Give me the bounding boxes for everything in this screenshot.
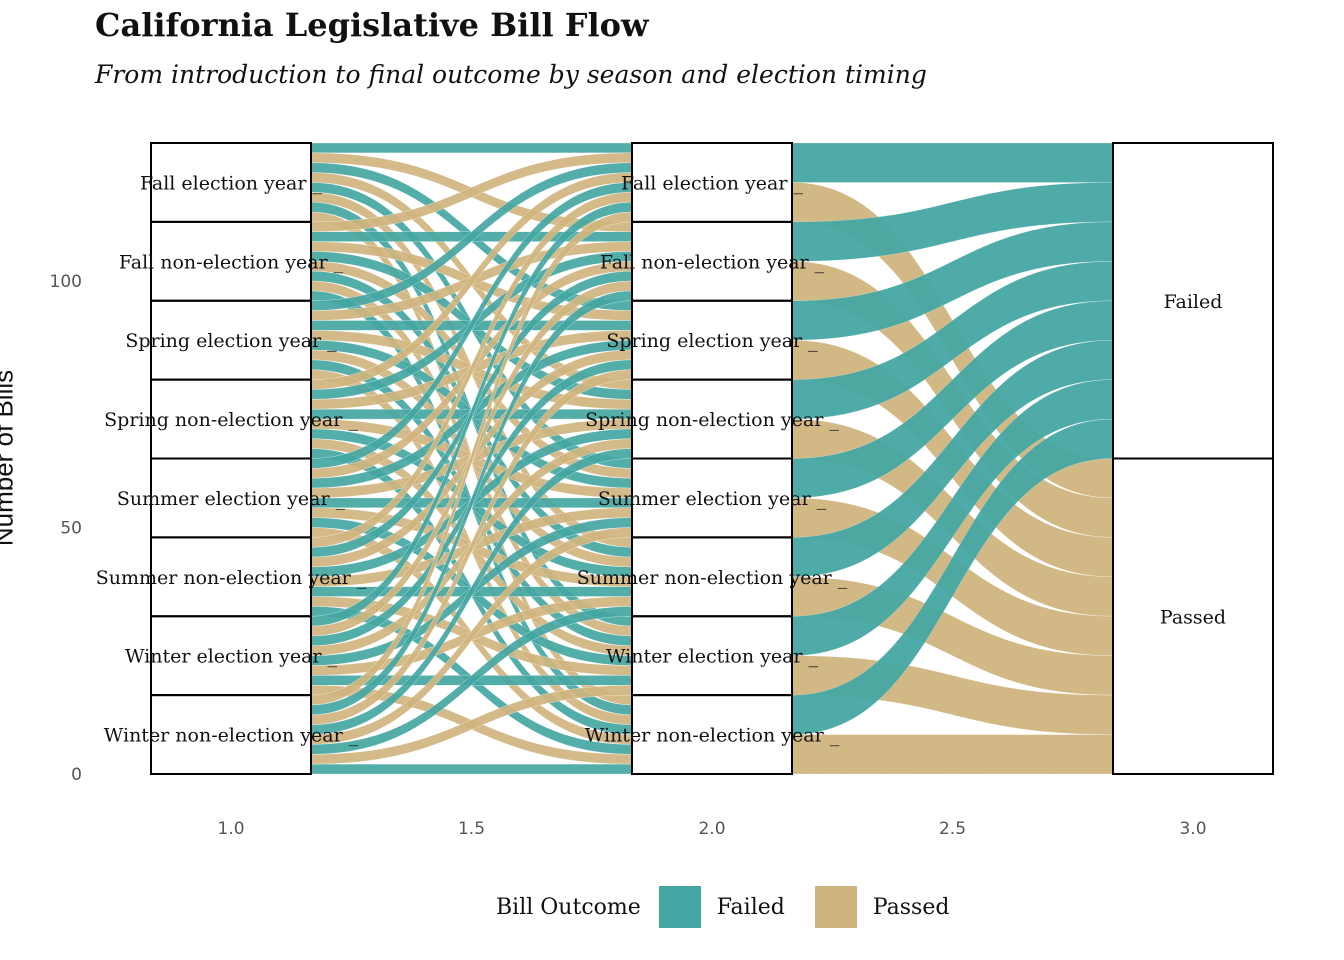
stratum-label-axis2: Fall non-election year _ [600,251,825,273]
y-tick-label: 50 [60,519,82,539]
x-tick-label: 1.0 [217,819,244,839]
stratum-label-axis1: Summer non-election year _ [96,567,367,589]
stratum-label-axis2: Spring non-election year _ [585,409,839,431]
stratum-label-axis1: Winter non-election year _ [104,725,359,747]
y-tick-label: 100 [50,272,82,292]
flows-stage-1 [310,142,633,775]
stratum-box-axis2 [631,694,793,775]
stratum-label-axis2: Winter non-election year _ [585,725,840,747]
y-tick-label: 0 [71,765,82,785]
stratum-label-axis1: Fall election year _ [140,172,322,194]
legend-title: Bill Outcome [496,894,641,920]
x-tick-label: 2.0 [698,819,725,839]
stratum-label-axis1: Summer election year _ [117,488,346,510]
axes: 0 50 100 1.0 1.5 2.0 2.5 3.0 [50,272,1207,839]
stratum-label-axis2: Winter election year _ [606,646,819,668]
legend-swatch-passed [814,886,857,928]
legend: Bill Outcome Failed Passed [496,886,963,928]
stratum-box-axis3 [1112,457,1274,775]
stratum-label-axis1: Spring election year _ [125,330,337,352]
x-tick-label: 1.5 [458,819,485,839]
legend-label-failed: Failed [716,894,785,920]
chart-subtitle: From introduction to final outcome by se… [95,60,927,89]
flow-ribbon-passed [791,734,1114,775]
legend-label-passed: Passed [872,894,950,920]
chart-title: California Legislative Bill Flow [95,6,649,44]
strata: Fall election year _ Fall non-election ye… [96,142,1274,775]
x-tick-label: 3.0 [1179,819,1206,839]
x-tick-label: 2.5 [939,819,966,839]
flow-ribbon [310,142,633,154]
stratum-label-axis2: Summer non-election year _ [577,567,848,589]
stratum-label-axis2: Fall election year _ [621,172,803,194]
stratum-label-axis3: Passed [1160,606,1226,628]
flow-ribbon-failed [791,142,1114,183]
stratum-label-axis2: Spring election year _ [606,330,818,352]
stratum-label-axis3: Failed [1164,291,1223,313]
stratum-box-axis1 [150,694,312,775]
stratum-label-axis2: Summer election year _ [598,488,827,510]
stratum-label-axis1: Spring non-election year _ [104,409,358,431]
flow-ribbon [310,763,633,775]
stratum-label-axis1: Fall non-election year _ [119,251,344,273]
legend-swatch-failed [658,886,701,928]
flows-stage-2 [791,142,1114,775]
stratum-label-axis1: Winter election year _ [125,646,338,668]
